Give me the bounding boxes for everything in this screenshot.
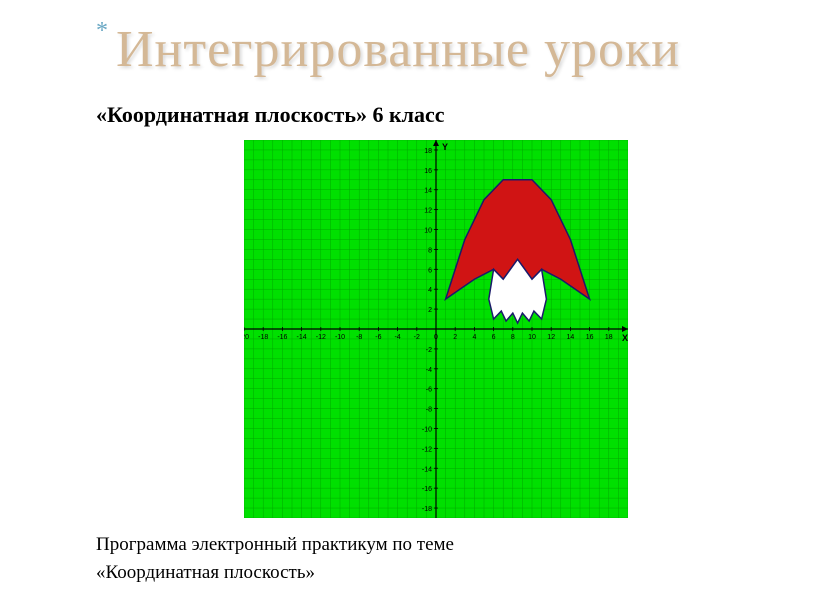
svg-text:18: 18	[605, 334, 613, 341]
svg-text:8: 8	[511, 334, 515, 341]
svg-text:4: 4	[472, 334, 476, 341]
svg-text:18: 18	[424, 148, 432, 155]
coordinate-plane-chart: -20-18-16-14-12-10-8-6-4-202468101214161…	[244, 140, 628, 518]
svg-text:16: 16	[586, 334, 594, 341]
svg-text:-8: -8	[426, 407, 432, 414]
svg-text:-18: -18	[422, 506, 432, 513]
svg-text:-14: -14	[422, 466, 432, 473]
svg-text:14: 14	[424, 188, 432, 195]
svg-text:4: 4	[428, 287, 432, 294]
decorative-star: *	[96, 18, 108, 45]
svg-text:-14: -14	[297, 334, 307, 341]
main-title: Интегрированные уроки	[116, 20, 680, 79]
svg-text:X: X	[622, 333, 628, 343]
svg-text:-2: -2	[414, 334, 420, 341]
svg-text:-18: -18	[258, 334, 268, 341]
svg-text:Y: Y	[442, 142, 448, 152]
svg-text:16: 16	[424, 168, 432, 175]
svg-text:8: 8	[428, 247, 432, 254]
svg-text:-6: -6	[426, 387, 432, 394]
svg-text:-2: -2	[426, 347, 432, 354]
svg-text:6: 6	[428, 267, 432, 274]
svg-text:-16: -16	[277, 334, 287, 341]
svg-text:2: 2	[428, 307, 432, 314]
svg-text:0: 0	[434, 334, 438, 341]
svg-text:12: 12	[547, 334, 555, 341]
svg-text:10: 10	[528, 334, 536, 341]
subtitle: «Координатная плоскость» 6 класс	[96, 102, 445, 128]
svg-text:-8: -8	[356, 334, 362, 341]
svg-text:14: 14	[567, 334, 575, 341]
svg-text:-10: -10	[335, 334, 345, 341]
svg-text:10: 10	[424, 228, 432, 235]
svg-text:12: 12	[424, 208, 432, 215]
svg-text:-4: -4	[426, 367, 432, 374]
svg-text:-16: -16	[422, 486, 432, 493]
svg-text:-4: -4	[394, 334, 400, 341]
svg-text:6: 6	[492, 334, 496, 341]
svg-text:-20: -20	[244, 334, 249, 341]
svg-text:2: 2	[453, 334, 457, 341]
svg-text:-12: -12	[316, 334, 326, 341]
svg-text:-12: -12	[422, 446, 432, 453]
svg-text:-10: -10	[422, 426, 432, 433]
svg-text:-6: -6	[375, 334, 381, 341]
caption-line-2: «Координатная плоскость»	[96, 562, 315, 584]
caption-line-1: Программа электронный практикум по теме	[96, 534, 454, 556]
